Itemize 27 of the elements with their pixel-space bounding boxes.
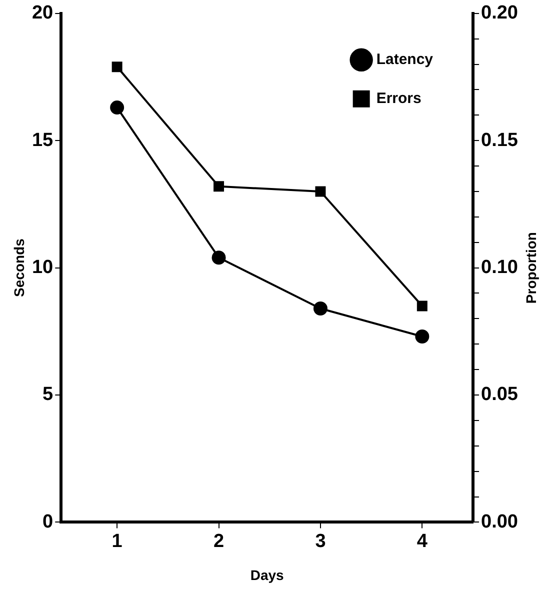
point (110, 100, 124, 115)
legend-label: Latency (376, 51, 434, 68)
y-tick-label: 15 (32, 130, 54, 151)
x-tick-label: 3 (315, 530, 326, 552)
y-axis-title: Seconds (10, 238, 27, 297)
y2-tick-label: 0.15 (481, 130, 518, 151)
y2-tick-label: 0.20 (481, 2, 518, 24)
point (212, 250, 226, 265)
y-tick-label: 20 (32, 2, 54, 24)
x-axis-title: Days (250, 567, 284, 584)
x-tick-label: 2 (213, 530, 224, 552)
y-tick-label: 5 (42, 384, 54, 406)
y2-tick-label: 0.05 (481, 384, 518, 406)
point (415, 329, 430, 344)
x-tick-label: 4 (416, 530, 428, 552)
y2-tick-label: 0.10 (481, 257, 518, 278)
y2-tick-label: 0.00 (481, 511, 518, 532)
point (112, 62, 122, 72)
legend-label: Errors (376, 90, 422, 108)
y2-axis-title: Proportion (522, 232, 539, 304)
point (214, 181, 224, 192)
point (313, 302, 328, 316)
y-tick-label: 10 (32, 257, 54, 278)
y-tick-label: 0 (42, 511, 54, 532)
point (416, 300, 428, 312)
x-tick-label: 1 (112, 530, 123, 552)
point (315, 186, 326, 197)
